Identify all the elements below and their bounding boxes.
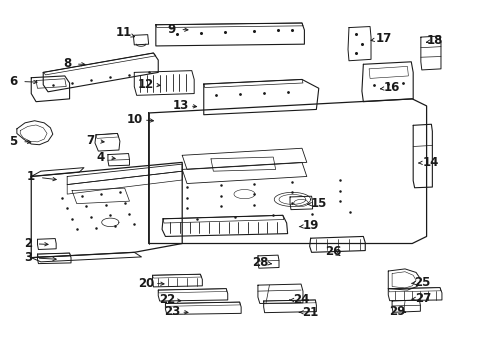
Text: 20: 20 [138,276,154,289]
Text: 29: 29 [388,305,404,318]
Text: 11: 11 [115,26,132,39]
Text: 25: 25 [414,276,430,289]
Text: 24: 24 [292,293,308,306]
Text: 18: 18 [426,34,443,47]
Text: 1: 1 [27,170,35,183]
Text: 17: 17 [375,32,391,45]
Text: 14: 14 [421,156,438,169]
Text: 5: 5 [9,135,18,148]
Text: 26: 26 [325,245,341,258]
Text: 12: 12 [138,77,154,90]
Text: 9: 9 [167,23,175,36]
Text: 4: 4 [97,150,104,163]
Text: 2: 2 [24,237,32,250]
Text: 21: 21 [302,306,318,319]
Text: 19: 19 [302,219,318,232]
Text: 28: 28 [251,256,267,269]
Text: 23: 23 [164,305,181,318]
Text: 27: 27 [414,292,430,305]
Text: 6: 6 [9,75,18,88]
Text: 16: 16 [383,81,400,94]
Text: 15: 15 [310,197,326,210]
Text: 8: 8 [63,57,71,70]
Text: 3: 3 [24,251,32,264]
Text: 7: 7 [86,134,94,147]
Text: 10: 10 [127,113,143,126]
Text: 22: 22 [159,293,175,306]
Text: 13: 13 [173,99,189,112]
